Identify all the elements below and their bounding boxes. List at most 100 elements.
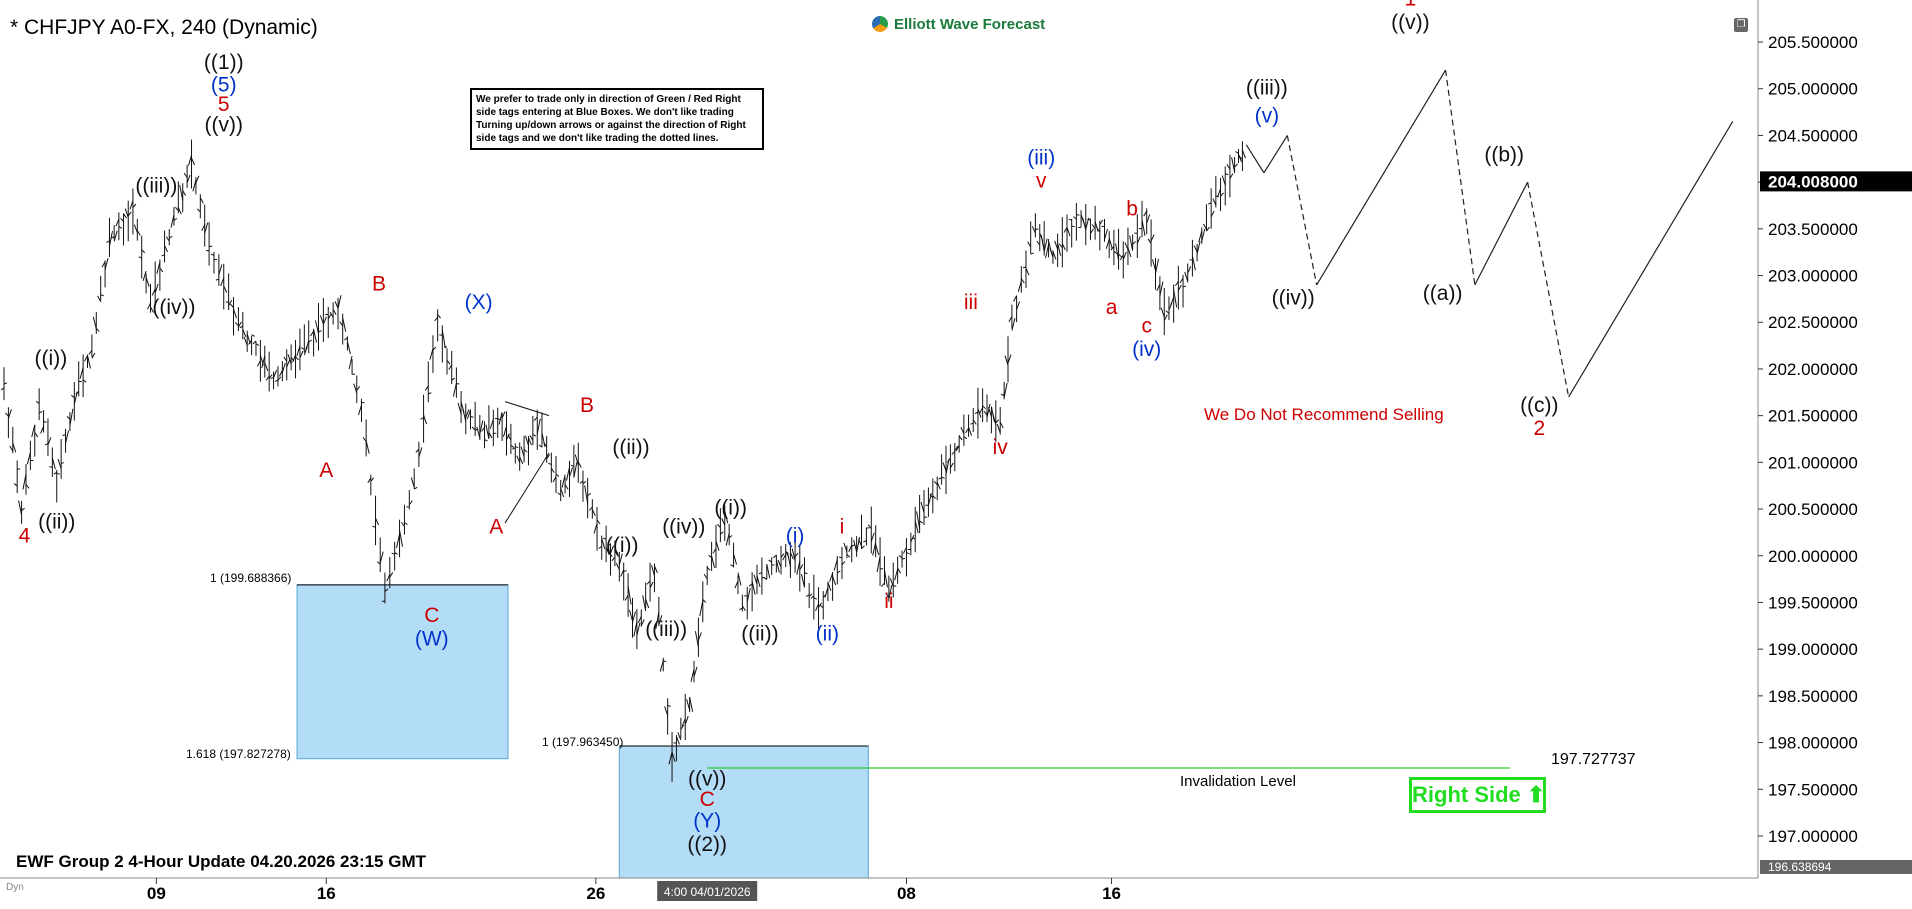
triangle-lower-line — [504, 452, 550, 524]
fib-label-box1-bottom: 1.618 (197.827278) — [186, 747, 291, 761]
price-bar-open — [1054, 240, 1059, 250]
cursor-time-label: 4:00 04/01/2026 — [664, 885, 751, 899]
price-bar-close — [277, 376, 282, 381]
price-bar-open — [843, 542, 848, 552]
price-bar-open — [471, 426, 476, 431]
price-bar-open — [62, 434, 66, 437]
price-bar-close — [168, 235, 173, 239]
price-bar-close — [546, 454, 551, 459]
price-bar-open — [782, 554, 787, 561]
price-bar-open — [838, 556, 843, 559]
fib-label-box1-top: 1 (199.688366) — [210, 571, 292, 585]
price-bar-close — [12, 442, 17, 453]
price-bar-close — [394, 552, 398, 555]
price-bar-open — [319, 315, 324, 325]
wave-label: (Y) — [693, 810, 721, 833]
price-bar-open — [1147, 238, 1152, 244]
price-bar-close — [1225, 173, 1229, 176]
price-bar-close — [56, 472, 60, 475]
y-axis: 205.500000205.000000204.500000204.000000… — [1758, 33, 1912, 874]
price-bar-close — [897, 567, 902, 574]
price-bar-open — [188, 154, 193, 166]
price-bar-open — [220, 277, 225, 286]
price-bar-close — [1016, 301, 1021, 310]
price-bar-open — [833, 559, 838, 571]
wave-label: ii — [884, 590, 893, 613]
price-bar-close — [1141, 219, 1146, 236]
price-bar-close — [995, 419, 1000, 423]
price-bar-open — [1105, 239, 1110, 249]
current-price-tag — [1760, 171, 1912, 192]
price-bar-open — [543, 442, 548, 447]
price-bar-open — [557, 492, 561, 496]
price-bar-close — [332, 309, 337, 315]
price-bar-open — [889, 578, 894, 587]
price-bar-close — [251, 334, 255, 337]
price-bar-close — [1163, 314, 1168, 321]
price-bar-open — [278, 370, 283, 377]
price-bar-open — [434, 317, 439, 322]
price-bar-open — [161, 254, 165, 257]
projection-leg-8 — [1568, 121, 1734, 398]
price-bar-open — [650, 565, 655, 576]
price-bar-close — [936, 482, 941, 490]
price-bar-open — [1221, 175, 1226, 186]
trading-disclaimer: We prefer to trade only in direction of … — [470, 88, 764, 150]
wave-label: ((iii)) — [645, 618, 687, 641]
wave-label: ((i)) — [606, 534, 639, 557]
price-bar-open — [725, 533, 730, 546]
invalidation-value: 197.727737 — [1551, 751, 1636, 768]
price-bar-close — [389, 572, 394, 578]
x-tick-label: 08 — [897, 884, 916, 903]
price-bar-close — [1238, 153, 1242, 163]
price-bar-close — [1132, 241, 1136, 245]
price-bar-open — [992, 413, 997, 425]
price-bar-close — [164, 245, 169, 253]
price-bar-open — [607, 543, 611, 546]
price-bar-close — [906, 552, 910, 555]
price-bar-close — [813, 597, 818, 600]
price-bar-open — [777, 559, 782, 568]
price-bar-close — [1122, 251, 1127, 260]
price-bar-open — [138, 256, 142, 259]
price-bar-close — [804, 572, 808, 575]
price-bar-open — [110, 235, 115, 239]
price-bar-close — [1071, 225, 1075, 228]
price-bar-close — [375, 517, 379, 526]
price-bar-open — [192, 180, 197, 192]
price-bar-open — [1045, 244, 1050, 259]
price-bar-close — [1020, 278, 1025, 284]
price-bar-close — [1011, 317, 1016, 331]
price-bar-close — [610, 545, 614, 554]
price-bar-open — [1207, 202, 1212, 205]
wave-label: A — [489, 515, 503, 538]
projection-leg-4 — [1316, 69, 1447, 286]
price-bar-close — [733, 553, 738, 565]
wave-label: ((i)) — [714, 497, 747, 520]
price-bar-open — [452, 382, 457, 397]
price-bar-close — [901, 557, 906, 560]
y-tick-label: 201.500000 — [1768, 407, 1858, 426]
price-bar-close — [587, 492, 591, 497]
price-bar-close — [91, 352, 96, 359]
price-bar-close — [954, 445, 959, 452]
y-tick-label: 197.500000 — [1768, 780, 1858, 799]
price-bar-close — [680, 724, 685, 730]
price-bar-close — [645, 599, 650, 609]
price-bar-open — [690, 669, 695, 682]
window-restore-icon[interactable]: ❐ — [1734, 18, 1748, 32]
price-bar-open — [920, 501, 925, 513]
price-bar-open — [239, 325, 244, 329]
price-bar-open — [800, 574, 805, 588]
price-bar-close — [623, 570, 627, 572]
price-bar-close — [1159, 281, 1164, 296]
price-bar-open — [898, 554, 903, 559]
price-bar-open — [476, 426, 481, 439]
price-bar-close — [404, 522, 408, 526]
price-bar-open — [1174, 281, 1179, 287]
price-bar-close — [1094, 221, 1099, 232]
wave-label: (W) — [415, 627, 449, 650]
price-bar-close — [82, 379, 87, 383]
price-bar-close — [506, 433, 510, 440]
